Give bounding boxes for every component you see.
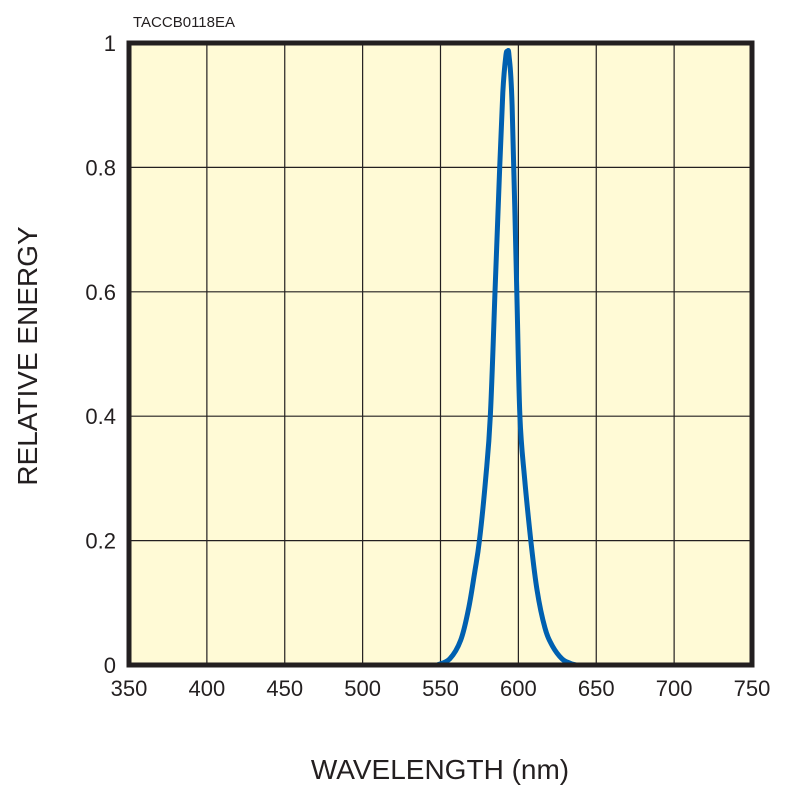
x-tick-label: 700 [656, 676, 693, 701]
x-tick-label: 600 [500, 676, 537, 701]
x-tick-label: 450 [266, 676, 303, 701]
x-tick-label: 750 [734, 676, 771, 701]
y-tick-label: 1 [104, 31, 116, 56]
x-tick-label: 350 [111, 676, 148, 701]
x-tick-label: 550 [422, 676, 459, 701]
y-axis-label: RELATIVE ENERGY [12, 226, 43, 486]
x-tick-label: 400 [189, 676, 226, 701]
x-axis-label: WAVELENGTH (nm) [311, 754, 569, 785]
y-tick-labels: 0 0.2 0.4 0.6 0.8 1 [85, 31, 116, 678]
y-tick-label: 0.8 [85, 155, 116, 180]
x-tick-label: 650 [578, 676, 615, 701]
y-tick-label: 0.6 [85, 280, 116, 305]
y-tick-label: 0.4 [85, 404, 116, 429]
x-tick-labels: 350 400 450 500 550 600 650 700 750 [111, 676, 771, 701]
series-line-spectrum [434, 48, 579, 668]
y-tick-label: 0.2 [85, 529, 116, 554]
plot-frame [126, 40, 755, 668]
x-tick-label: 500 [344, 676, 381, 701]
y-tick-label: 0 [104, 653, 116, 678]
figure-code: TACCB0118EA [133, 14, 235, 31]
